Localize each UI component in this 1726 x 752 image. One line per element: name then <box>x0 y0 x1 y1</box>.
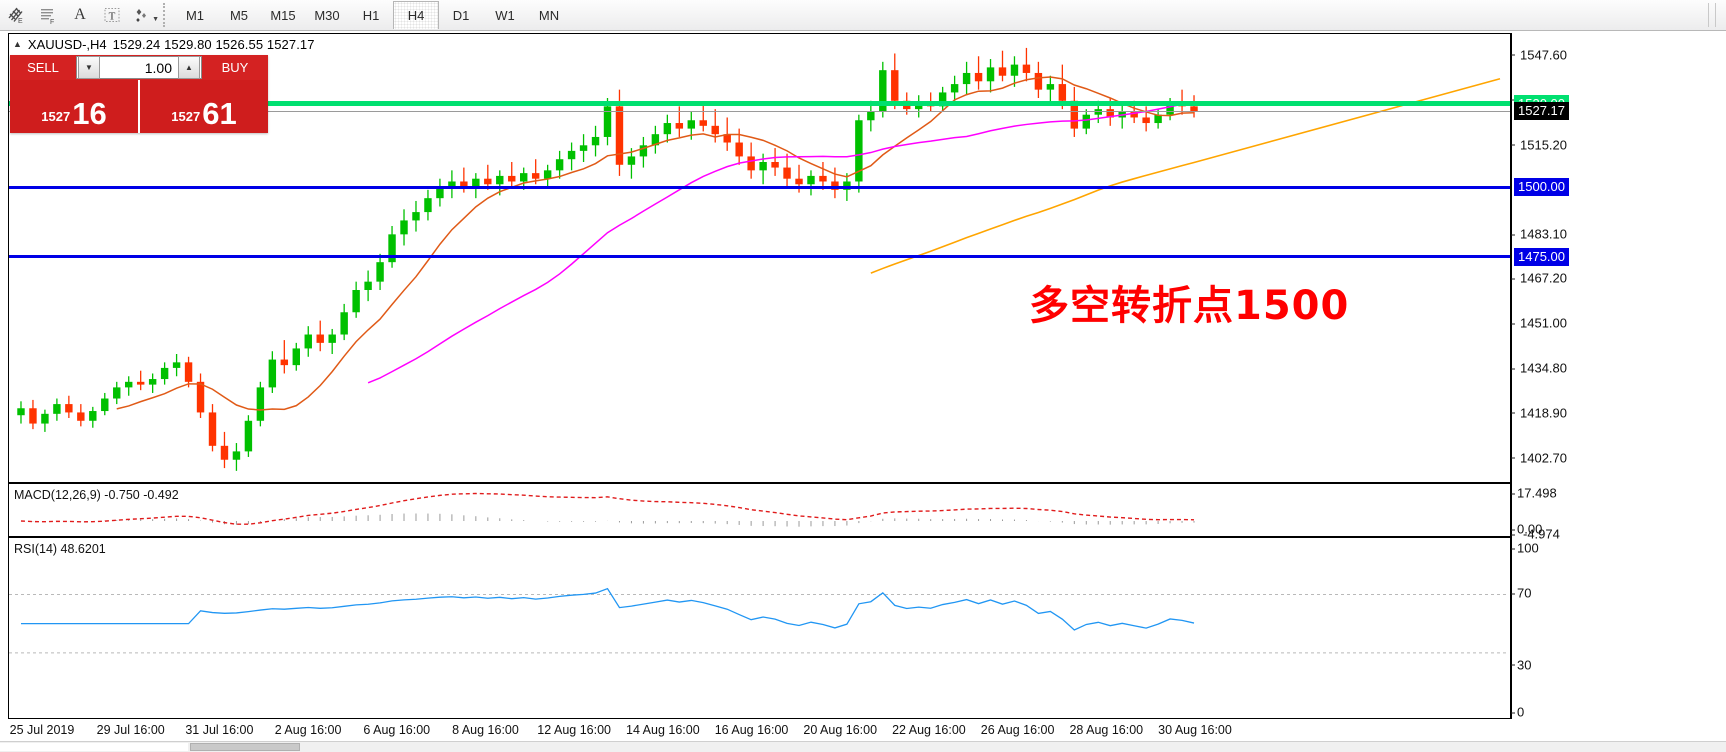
level-line-last-price <box>9 110 1510 112</box>
toolbar-grip[interactable] <box>163 3 166 27</box>
price-candles-layer <box>17 47 1501 471</box>
sell-price-decimal: 16 <box>72 96 107 132</box>
timeframe-d1[interactable]: D1 <box>452 7 470 23</box>
price-pane[interactable]: ▲ XAUUSD-,H4 1529.24 1529.80 1526.55 152… <box>9 34 1510 484</box>
trade-panel-prices: 1527 16 1527 61 <box>10 80 268 133</box>
buy-button[interactable]: BUY <box>202 55 268 80</box>
volume-input[interactable]: 1.00 <box>144 59 172 76</box>
chevron-down-icon[interactable]: ▼ <box>152 16 159 23</box>
price-tick-1547-60: 1547.60 <box>1511 47 1567 62</box>
objects-icon[interactable]: ▼ <box>128 2 160 28</box>
timeframe-h4[interactable]: H4 <box>393 1 439 29</box>
svg-text:F: F <box>50 19 54 25</box>
volume-increment-button[interactable]: ▲ <box>178 56 200 79</box>
ohlc-values: 1529.24 1529.80 1526.55 1527.17 <box>112 37 315 52</box>
indicator-list-icon[interactable]: F <box>32 2 64 28</box>
timeframe-m30[interactable]: M30 <box>314 7 340 23</box>
price-tick-1418-90: 1418.90 <box>1511 405 1567 420</box>
time-label-2: 31 Jul 16:00 <box>185 723 254 737</box>
timeframe-m1[interactable]: M1 <box>185 7 205 23</box>
price-scale-axis[interactable]: 1547.601531.401515.201483.101467.201451.… <box>1511 33 1721 720</box>
text-object-icon[interactable]: T <box>96 2 128 28</box>
price-tick-1402-70: 1402.70 <box>1511 450 1567 465</box>
time-label-13: 30 Aug 16:00 <box>1158 723 1232 737</box>
sell-price-integer: 1527 <box>41 109 71 124</box>
timeframe-w1[interactable]: W1 <box>495 7 515 23</box>
rsi-tick-0: 0 <box>1511 705 1524 720</box>
trade-panel-top-row: SELL ▼ 1.00 ▲ BUY <box>10 55 268 80</box>
svg-text:E: E <box>18 18 23 25</box>
rsi-tick-70: 70 <box>1511 586 1531 601</box>
chart-area[interactable]: ▲ XAUUSD-,H4 1529.24 1529.80 1526.55 152… <box>8 33 1511 719</box>
symbol-quote-line: ▲ XAUUSD-,H4 1529.24 1529.80 1526.55 152… <box>13 37 315 52</box>
collapse-triangle-icon[interactable]: ▲ <box>13 39 22 49</box>
price-tick-1515-20: 1515.20 <box>1511 137 1567 152</box>
macd-tick-max: 17.498 <box>1511 486 1557 501</box>
text-label-icon[interactable]: A <box>74 6 86 23</box>
timeframe-m15[interactable]: M15 <box>270 7 296 23</box>
macd-label: MACD(12,26,9) -0.750 -0.492 <box>14 488 179 502</box>
time-label-11: 26 Aug 16:00 <box>980 723 1055 737</box>
one-click-trading-panel[interactable]: SELL ▼ 1.00 ▲ BUY 1527 16 1527 61 <box>10 55 268 133</box>
price-tick-1451-00: 1451.00 <box>1511 316 1567 331</box>
expert-advisors-icon[interactable]: E <box>0 2 32 28</box>
price-tick-1483-10: 1483.10 <box>1511 227 1567 242</box>
time-label-12: 28 Aug 16:00 <box>1069 723 1144 737</box>
volume-decrement-button[interactable]: ▼ <box>78 56 100 79</box>
time-label-8: 16 Aug 16:00 <box>714 723 789 737</box>
axis-line <box>1511 33 1512 719</box>
time-label-0: 25 Jul 2019 <box>9 723 75 737</box>
time-label-6: 12 Aug 16:00 <box>537 723 611 737</box>
toolbar-drag-handle[interactable] <box>1708 3 1716 27</box>
scrollbar-track-left[interactable] <box>0 743 188 751</box>
price-tag-1527-17[interactable]: 1527.17 <box>1514 102 1569 121</box>
time-label-4: 6 Aug 16:00 <box>363 723 431 737</box>
buy-price-cell[interactable]: 1527 61 <box>140 80 268 133</box>
timeframe-m5[interactable]: M5 <box>229 7 249 23</box>
rsi-tick-30: 30 <box>1511 657 1531 672</box>
volume-input-wrap[interactable]: ▼ 1.00 ▲ <box>76 56 202 79</box>
time-label-7: 14 Aug 16:00 <box>626 723 700 737</box>
price-tag-1500-00[interactable]: 1500.00 <box>1514 178 1569 197</box>
price-tick-1467-20: 1467.20 <box>1511 271 1567 286</box>
price-tick-1434-80: 1434.80 <box>1511 361 1567 376</box>
svg-text:T: T <box>109 11 116 23</box>
horizontal-scrollbar[interactable] <box>0 741 1726 752</box>
main-toolbar: E F A T <box>0 0 1726 31</box>
scrollbar-thumb[interactable] <box>190 743 300 751</box>
level-line-1500[interactable] <box>9 185 1510 189</box>
macd-pane[interactable]: MACD(12,26,9) -0.750 -0.492 <box>9 486 1510 538</box>
buy-price-decimal: 61 <box>202 96 237 132</box>
time-scale-axis[interactable]: 25 Jul 2019 29 Jul 16:00 31 Jul 16:00 2 Aug… <box>8 721 1511 743</box>
time-label-3: 2 Aug 16:00 <box>274 723 342 737</box>
rsi-pane[interactable]: RSI(14) 48.6201 <box>9 540 1510 718</box>
level-line-1475[interactable] <box>9 255 1510 259</box>
macd-plot-layer <box>20 492 1195 527</box>
buy-price-integer: 1527 <box>171 109 201 124</box>
rsi-label: RSI(14) 48.6201 <box>14 542 106 556</box>
time-label-1: 29 Jul 16:00 <box>96 723 165 737</box>
macd-tick-min: -4.974 <box>1511 527 1560 542</box>
timeframe-mn[interactable]: MN <box>538 7 560 23</box>
time-label-9: 20 Aug 16:00 <box>803 723 878 737</box>
time-label-5: 8 Aug 16:00 <box>452 723 519 737</box>
timeframe-bar: M1 M5 M15 M30 H1 H4 D1 W1 MN <box>173 0 571 30</box>
macd-tick-zero: 0.00 <box>1511 522 1542 537</box>
sell-price-cell[interactable]: 1527 16 <box>10 80 140 133</box>
chart-annotation-text: 多空转折点1500 <box>1029 282 1350 329</box>
rsi-plot-layer <box>9 587 1508 654</box>
price-tag-1475-00[interactable]: 1475.00 <box>1514 247 1569 266</box>
rsi-tick-100: 100 <box>1511 541 1539 556</box>
symbol-label: XAUUSD-,H4 <box>27 37 107 52</box>
timeframe-h1[interactable]: H1 <box>362 7 380 23</box>
time-label-10: 22 Aug 16:00 <box>892 723 966 737</box>
level-line-1530[interactable] <box>9 101 1510 107</box>
sell-button[interactable]: SELL <box>10 55 76 80</box>
